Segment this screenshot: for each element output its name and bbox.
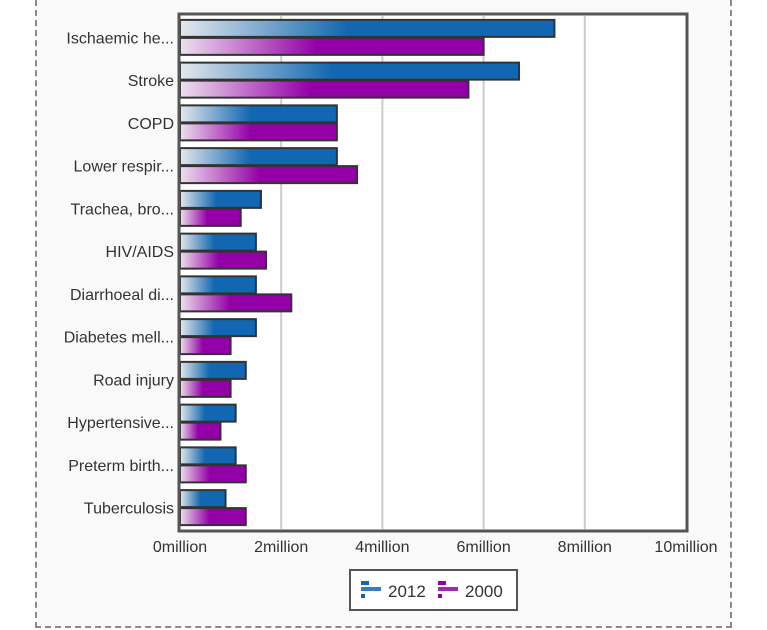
bars: [179, 18, 556, 527]
category-label: Tuberculosis: [84, 501, 174, 518]
category-label: Diabetes mell...: [64, 330, 174, 347]
category-labels: Ischaemic he... Stroke COPD Lower respir...…: [64, 30, 174, 517]
x-tick-labels: 0million 2million 4million 6million 8million…: [153, 539, 718, 556]
bar-2000-7[interactable]: [179, 336, 232, 356]
legend-label-2000[interactable]: 2000: [465, 582, 503, 601]
x-tick-label: 2million: [254, 539, 308, 556]
bar-2000-8[interactable]: [179, 378, 232, 398]
bar-2012-8[interactable]: [179, 360, 247, 380]
bar-2012-7[interactable]: [179, 318, 257, 338]
legend-bar-icon: [438, 581, 458, 598]
bar-2012-4[interactable]: [179, 189, 262, 209]
x-tick-label: 4million: [355, 539, 409, 556]
bar-2012-9[interactable]: [179, 403, 237, 423]
plot-area: [179, 14, 687, 531]
legend-bar-icon: [361, 581, 381, 598]
x-tick-label: 6million: [456, 539, 510, 556]
x-tick-label: 8million: [558, 539, 612, 556]
gridlines: [280, 16, 586, 529]
category-label: Hypertensive...: [67, 415, 174, 432]
bar-2000-1[interactable]: [179, 79, 470, 99]
bar-2000-11[interactable]: [179, 507, 247, 527]
category-label: Preterm birth...: [68, 458, 174, 475]
category-label: Trachea, bro...: [71, 201, 174, 218]
bar-2012-6[interactable]: [179, 275, 257, 295]
legend[interactable]: 2012 2000: [349, 569, 518, 611]
legend-label-2012[interactable]: 2012: [388, 582, 426, 601]
category-label: Lower respir...: [74, 159, 174, 176]
category-label: Diarrhoeal di...: [70, 287, 174, 304]
bar-2012-2[interactable]: [179, 104, 338, 124]
bar-2012-1[interactable]: [179, 61, 521, 81]
category-label: HIV/AIDS: [106, 244, 174, 261]
x-tick-label: 0million: [153, 539, 207, 556]
bar-2012-10[interactable]: [179, 446, 237, 466]
bar-2000-5[interactable]: [179, 250, 268, 270]
bar-2000-3[interactable]: [179, 165, 359, 185]
bar-2012-0[interactable]: [179, 18, 556, 38]
x-tick-label: 10million: [654, 539, 717, 556]
bar-2000-0[interactable]: [179, 36, 485, 56]
bar-2000-10[interactable]: [179, 464, 247, 484]
bar-2012-3[interactable]: [179, 147, 338, 167]
bar-2000-9[interactable]: [179, 421, 222, 441]
bar-2000-4[interactable]: [179, 207, 242, 227]
category-label: Ischaemic he...: [66, 30, 174, 47]
bar-2000-6[interactable]: [179, 293, 293, 313]
plot-border: [177, 12, 689, 533]
category-label: Road injury: [93, 372, 174, 389]
category-label: Stroke: [128, 73, 174, 90]
category-label: COPD: [128, 116, 174, 133]
bar-2012-11[interactable]: [179, 489, 227, 509]
bar-2012-5[interactable]: [179, 232, 257, 252]
bar-2000-2[interactable]: [179, 122, 338, 142]
